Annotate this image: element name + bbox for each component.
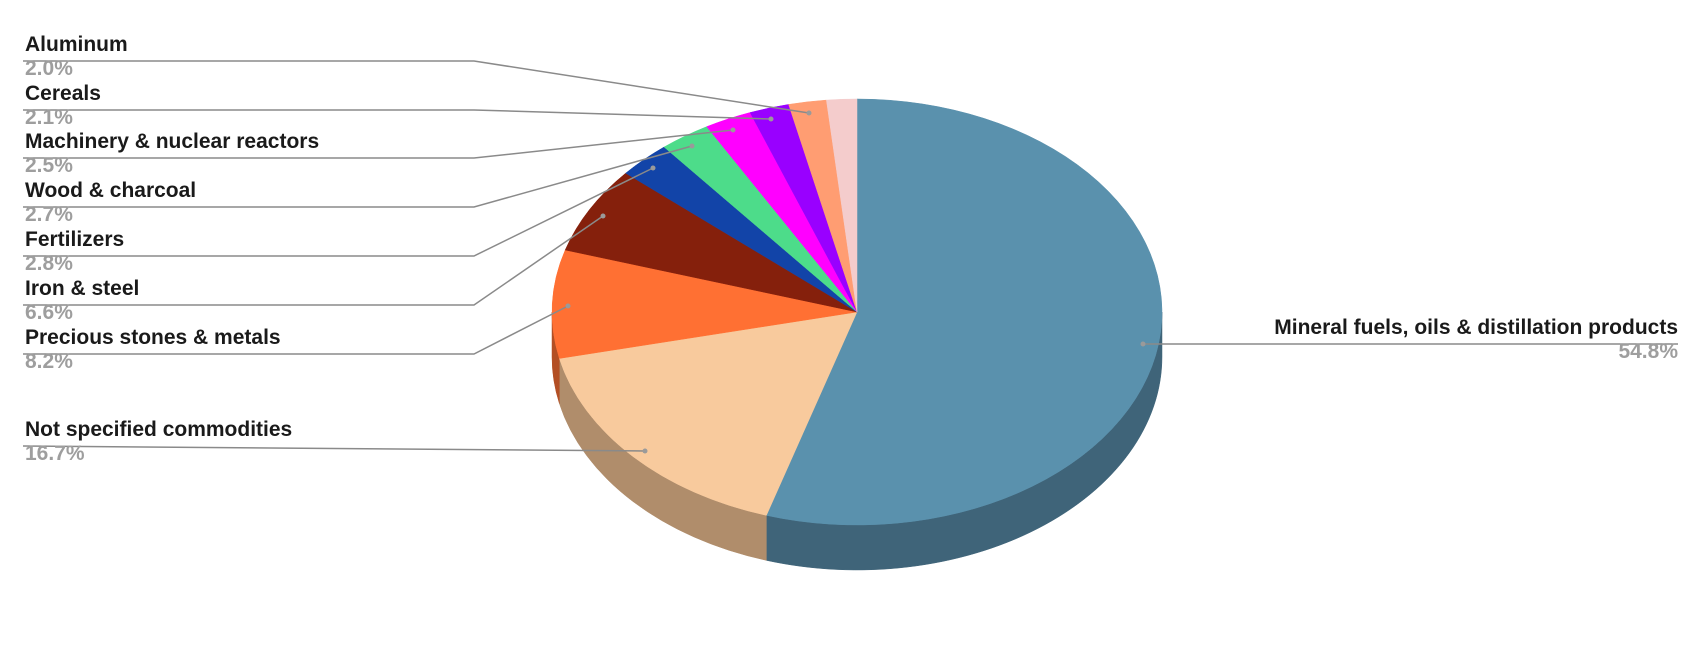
slice-label: Aluminum (25, 33, 128, 56)
leader-dot (642, 448, 648, 454)
slice-percent: 2.5% (25, 154, 73, 177)
slice-percent: 2.8% (25, 252, 73, 275)
leader-dot (768, 116, 774, 122)
leader-dot (1140, 341, 1146, 347)
slice-label: Fertilizers (25, 228, 125, 251)
leader-line (23, 145, 693, 208)
label-wood-charcoal: Wood & charcoal 2.7% (25, 179, 196, 227)
label-precious-stones: Precious stones & metals 8.2% (25, 326, 281, 374)
slice-label: Mineral fuels, oils & distillation produ… (1274, 316, 1678, 339)
slice-label: Cereals (25, 82, 101, 105)
slice-percent: 2.0% (25, 57, 73, 80)
slice-percent: 54.8% (1618, 340, 1678, 363)
leader-line (23, 167, 654, 257)
leader-dot (689, 143, 695, 149)
pie-slice (826, 98, 858, 313)
slice-percent: 16.7% (25, 442, 85, 465)
leader-dot (600, 213, 606, 219)
leader-dot (730, 127, 736, 133)
label-aluminum: Aluminum 2.0% (25, 33, 128, 81)
label-cereals: Cereals 2.1% (25, 82, 101, 130)
pie-slice (551, 249, 858, 359)
slice-percent: 2.1% (25, 106, 73, 129)
leader-line (23, 305, 569, 355)
leader-line (23, 109, 772, 120)
leader-line (23, 60, 810, 114)
label-mineral-fuels: Mineral fuels, oils & distillation produ… (1274, 316, 1678, 364)
pie-slice (564, 172, 858, 313)
slice-label: Precious stones & metals (25, 326, 281, 349)
leader-dot (565, 303, 571, 309)
pie-slice (559, 311, 858, 516)
slice-label: Iron & steel (25, 277, 140, 300)
leader-dot (650, 165, 656, 171)
slice-label: Not specified commodities (25, 418, 293, 441)
label-fertilizers: Fertilizers 2.8% (25, 228, 124, 276)
slice-percent: 2.7% (25, 203, 73, 226)
label-not-specified: Not specified commodities 16.7% (25, 418, 292, 466)
slice-percent: 6.6% (25, 301, 73, 324)
label-machinery: Machinery & nuclear reactors 2.5% (25, 130, 319, 178)
leader-dot (806, 110, 812, 116)
slice-label: Wood & charcoal (25, 179, 197, 202)
leader-line (22, 445, 646, 452)
leader-line (23, 129, 734, 159)
slice-percent: 8.2% (25, 350, 73, 373)
leader-line (23, 215, 604, 306)
slice-label: Machinery & nuclear reactors (25, 130, 320, 153)
label-iron-steel: Iron & steel 6.6% (25, 277, 139, 325)
